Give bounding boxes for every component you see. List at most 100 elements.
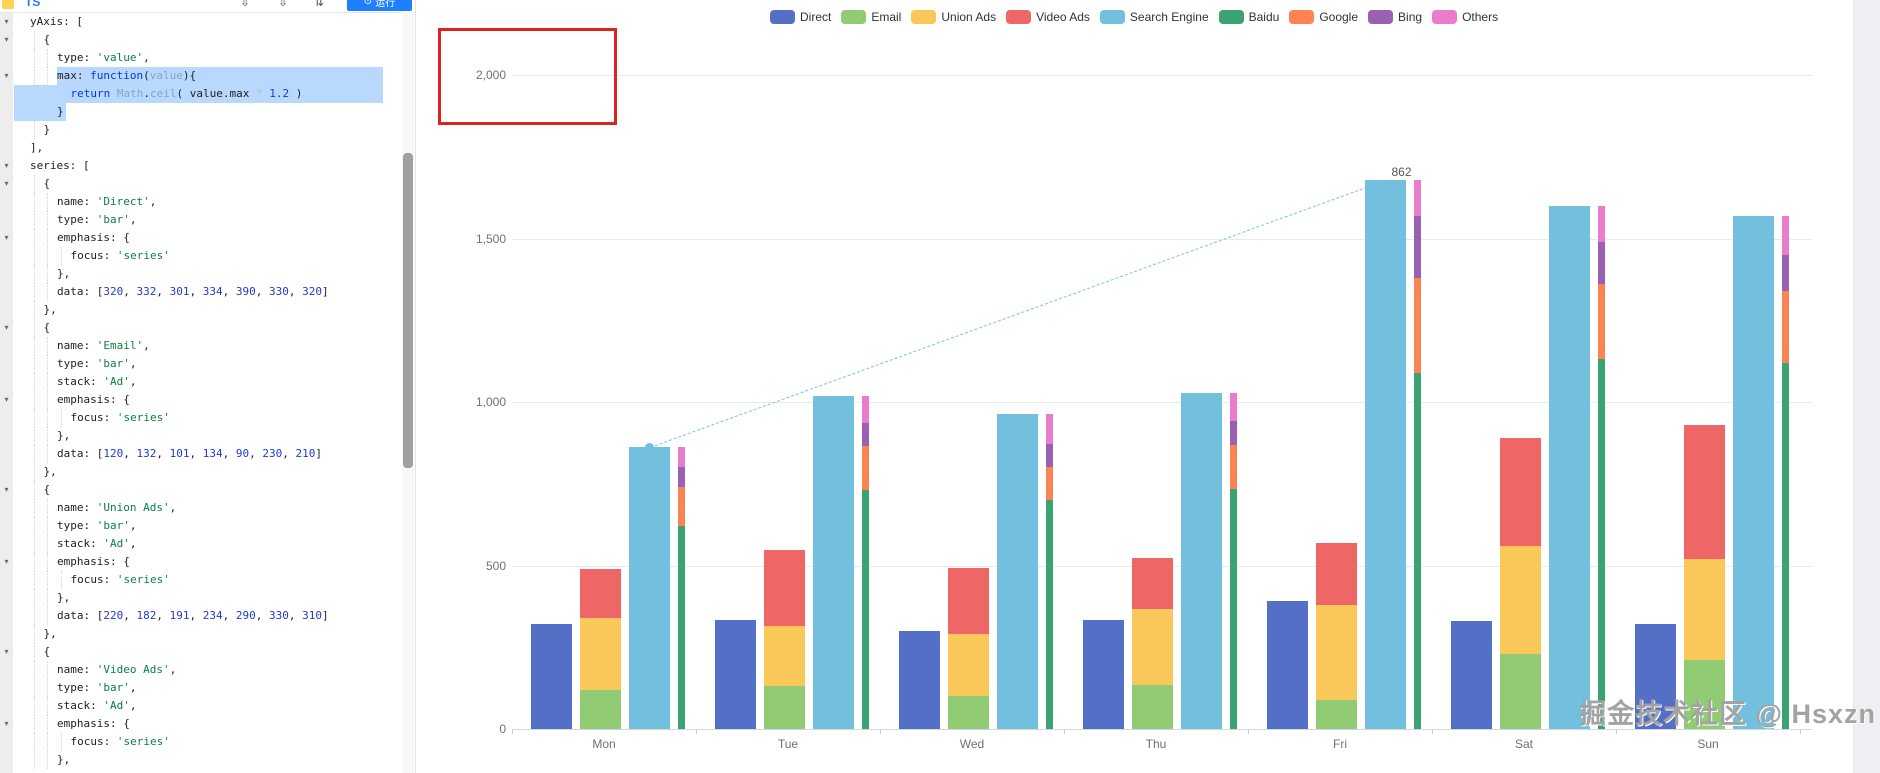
bar-bing-wed[interactable] — [1046, 443, 1053, 467]
bar-bing-tue[interactable] — [862, 422, 869, 447]
code-line[interactable]: series: [ — [0, 157, 402, 175]
bar-direct-wed[interactable] — [899, 630, 940, 729]
legend-item-video-ads[interactable]: Video Ads — [1006, 10, 1090, 24]
code-line[interactable]: } — [0, 121, 402, 139]
bar-video-ads-sun[interactable] — [1684, 424, 1725, 559]
code-line[interactable]: stack: 'Ad', — [0, 697, 402, 715]
bar-email-wed[interactable] — [948, 695, 989, 729]
bar-others-fri[interactable] — [1414, 179, 1421, 216]
bar-union-ads-thu[interactable] — [1132, 608, 1173, 686]
code-line[interactable]: emphasis: { — [0, 553, 402, 571]
code-line[interactable]: { — [0, 31, 402, 49]
fold-arrow-icon[interactable]: ▾ — [4, 179, 9, 188]
legend-item-google[interactable]: Google — [1289, 10, 1358, 24]
bar-email-sun[interactable] — [1684, 660, 1725, 729]
fold-arrow-icon[interactable]: ▾ — [4, 35, 9, 44]
code-line[interactable]: type: 'bar', — [0, 211, 402, 229]
code-line[interactable]: }, — [0, 589, 402, 607]
code-line[interactable]: }, — [0, 625, 402, 643]
bar-video-ads-fri[interactable] — [1316, 542, 1357, 605]
bar-google-fri[interactable] — [1414, 277, 1421, 373]
bar-others-tue[interactable] — [862, 396, 869, 423]
editor-scrollbar-thumb[interactable] — [403, 153, 413, 468]
code-line[interactable]: }, — [0, 427, 402, 445]
code-line[interactable]: { — [0, 319, 402, 337]
bar-bing-sat[interactable] — [1598, 241, 1605, 285]
bar-direct-sun[interactable] — [1635, 624, 1676, 729]
bar-search-engine-tue[interactable] — [813, 396, 854, 729]
fold-arrow-icon[interactable]: ▾ — [4, 161, 9, 170]
bar-direct-thu[interactable] — [1083, 619, 1124, 729]
code-line[interactable]: emphasis: { — [0, 229, 402, 247]
bar-bing-thu[interactable] — [1230, 420, 1237, 446]
code-line[interactable]: name: 'Email', — [0, 337, 402, 355]
fold-arrow-icon[interactable]: ▾ — [4, 323, 9, 332]
code-line[interactable]: }, — [0, 265, 402, 283]
code-line[interactable]: focus: 'series' — [0, 733, 402, 751]
bar-others-sat[interactable] — [1598, 205, 1605, 242]
code-line[interactable]: name: 'Direct', — [0, 193, 402, 211]
code-line[interactable]: focus: 'series' — [0, 247, 402, 265]
code-line[interactable]: focus: 'series' — [0, 409, 402, 427]
bar-direct-mon[interactable] — [531, 624, 572, 729]
bar-google-thu[interactable] — [1230, 445, 1237, 489]
bar-search-engine-fri[interactable] — [1365, 179, 1406, 729]
bar-baidu-fri[interactable] — [1414, 372, 1421, 729]
fold-arrow-icon[interactable]: ▾ — [4, 233, 9, 242]
bar-others-thu[interactable] — [1230, 393, 1237, 421]
bar-baidu-wed[interactable] — [1046, 499, 1053, 729]
bar-search-engine-sun[interactable] — [1733, 215, 1774, 729]
bar-bing-fri[interactable] — [1414, 215, 1421, 278]
fold-arrow-icon[interactable]: ▾ — [4, 485, 9, 494]
code-line[interactable]: data: [320, 332, 301, 334, 390, 330, 320… — [0, 283, 402, 301]
legend-item-direct[interactable]: Direct — [770, 10, 831, 24]
code-line[interactable]: stack: 'Ad', — [0, 373, 402, 391]
legend-item-baidu[interactable]: Baidu — [1218, 10, 1279, 24]
code-line[interactable]: focus: 'series' — [0, 571, 402, 589]
bar-video-ads-mon[interactable] — [580, 568, 621, 618]
code-line[interactable]: type: 'bar', — [0, 679, 402, 697]
fold-arrow-icon[interactable]: ▾ — [4, 395, 9, 404]
code-line[interactable]: { — [0, 643, 402, 661]
bar-video-ads-tue[interactable] — [764, 550, 805, 627]
bar-video-ads-wed[interactable] — [948, 567, 989, 634]
bar-search-engine-sat[interactable] — [1549, 205, 1590, 729]
bar-video-ads-thu[interactable] — [1132, 558, 1173, 609]
bar-email-thu[interactable] — [1132, 685, 1173, 729]
bar-bing-sun[interactable] — [1782, 254, 1789, 291]
code-line[interactable]: } — [0, 103, 402, 121]
bar-google-sat[interactable] — [1598, 284, 1605, 360]
bar-google-mon[interactable] — [678, 487, 685, 527]
code-line[interactable]: yAxis: [ — [0, 13, 402, 31]
legend-item-union-ads[interactable]: Union Ads — [911, 10, 996, 24]
bar-direct-fri[interactable] — [1267, 601, 1308, 729]
code-line[interactable]: name: 'Video Ads', — [0, 661, 402, 679]
bar-union-ads-sat[interactable] — [1500, 545, 1541, 654]
code-line[interactable]: emphasis: { — [0, 391, 402, 409]
bar-bing-mon[interactable] — [678, 467, 685, 487]
code-line[interactable]: }, — [0, 463, 402, 481]
bar-video-ads-sat[interactable] — [1500, 437, 1541, 546]
bar-union-ads-mon[interactable] — [580, 617, 621, 690]
bar-baidu-tue[interactable] — [862, 489, 869, 729]
code-line[interactable]: }, — [0, 751, 402, 769]
legend-item-search-engine[interactable]: Search Engine — [1099, 10, 1209, 24]
fold-arrow-icon[interactable]: ▾ — [4, 647, 9, 656]
code-line[interactable]: { — [0, 481, 402, 499]
fold-arrow-icon[interactable]: ▾ — [4, 71, 9, 80]
fold-arrow-icon[interactable]: ▾ — [4, 557, 9, 566]
bar-others-mon[interactable] — [678, 447, 685, 468]
code-line[interactable]: max: function(value){ — [0, 67, 402, 85]
bar-google-sun[interactable] — [1782, 290, 1789, 363]
bar-search-engine-mon[interactable] — [629, 447, 670, 729]
code-line[interactable]: data: [120, 132, 101, 134, 90, 230, 210] — [0, 445, 402, 463]
fold-arrow-icon[interactable]: ▾ — [4, 719, 9, 728]
code-area[interactable]: yAxis: [{type: 'value', max: function(val… — [0, 13, 402, 769]
fold-arrow-icon[interactable]: ▾ — [4, 17, 9, 26]
legend-item-bing[interactable]: Bing — [1368, 10, 1422, 24]
bar-google-tue[interactable] — [862, 446, 869, 490]
bar-email-fri[interactable] — [1316, 699, 1357, 729]
bar-email-tue[interactable] — [764, 685, 805, 729]
code-line[interactable]: type: 'bar', — [0, 355, 402, 373]
code-line[interactable]: emphasis: { — [0, 715, 402, 733]
